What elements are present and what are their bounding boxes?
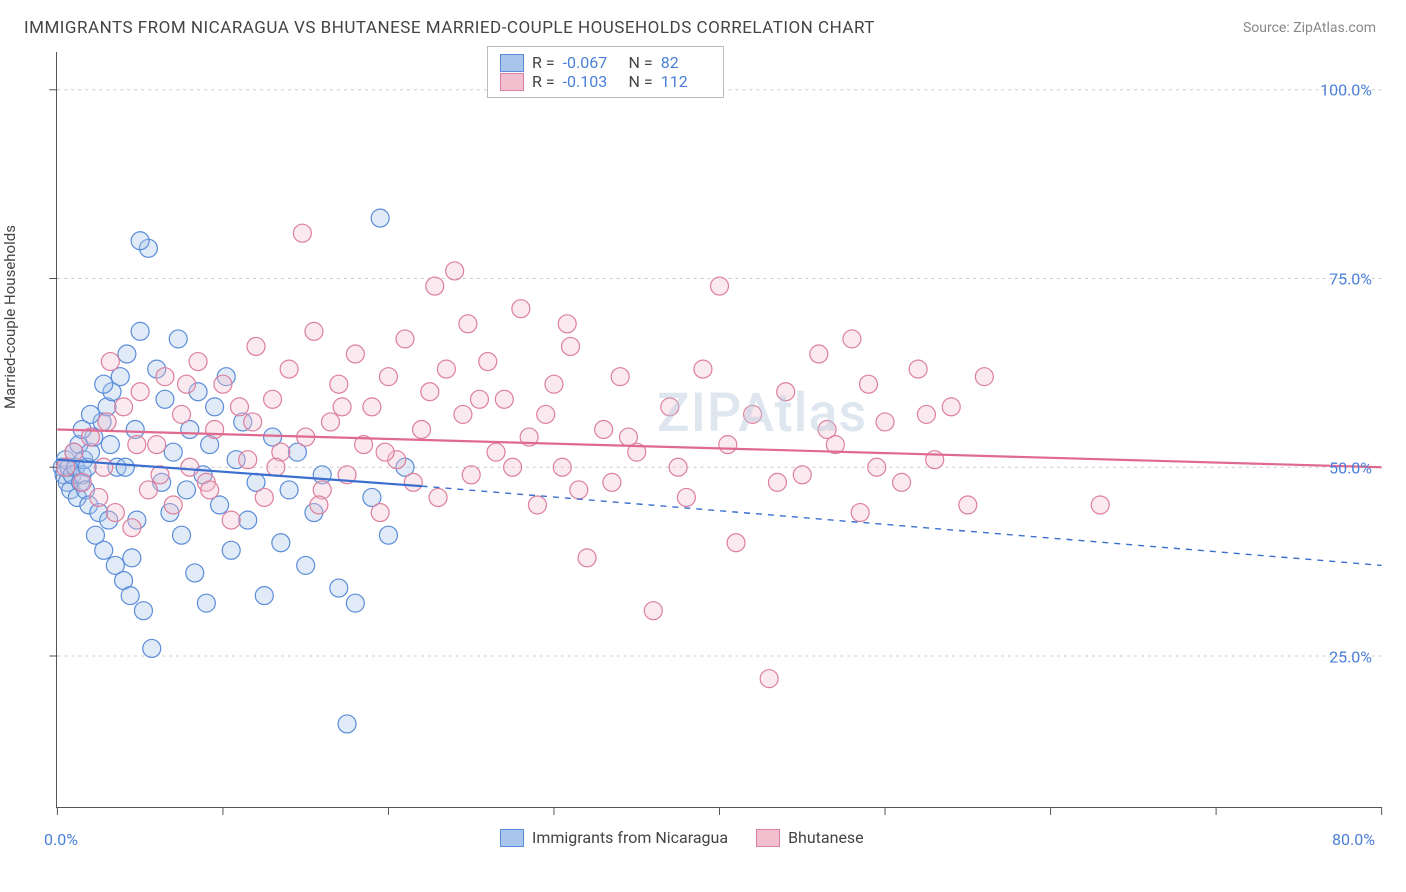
stat-r-label: R = — [532, 53, 555, 72]
legend-swatch — [500, 54, 524, 72]
source-attribution: Source: ZipAtlas.com — [1243, 20, 1376, 36]
legend-label: Bhutanese — [788, 828, 864, 847]
legend-swatch — [500, 73, 524, 91]
legend-item: Bhutanese — [756, 828, 864, 847]
chart-container: IMMIGRANTS FROM NICARAGUA VS BHUTANESE M… — [0, 0, 1406, 892]
stat-n-label: N = — [621, 53, 653, 72]
y-axis-label: Married-couple Households — [1, 225, 19, 409]
chart-frame: 25.0%50.0%75.0%100.0% ZIPAtlas R = -0.06… — [56, 52, 1382, 808]
stats-row: R = -0.067 N = 82 — [500, 53, 711, 72]
stats-row: R = -0.103 N = 112 — [500, 72, 711, 91]
y-tick-label: 100.0% — [1320, 80, 1372, 99]
chart-title: IMMIGRANTS FROM NICARAGUA VS BHUTANESE M… — [24, 18, 875, 38]
legend-swatch — [756, 829, 780, 847]
y-tick-label: 75.0% — [1329, 269, 1372, 288]
stat-r-value: -0.103 — [563, 72, 613, 91]
y-tick-label: 25.0% — [1329, 647, 1372, 666]
header: IMMIGRANTS FROM NICARAGUA VS BHUTANESE M… — [20, 18, 1386, 44]
legend-swatch — [500, 829, 524, 847]
y-tick-label: 50.0% — [1329, 458, 1372, 477]
stat-n-value: 82 — [661, 53, 711, 72]
stat-n-label: N = — [621, 72, 653, 91]
plot-svg — [57, 52, 1382, 807]
stat-r-value: -0.067 — [563, 53, 613, 72]
grid-layer — [57, 90, 1381, 656]
bottom-legend: Immigrants from Nicaragua Bhutanese — [500, 828, 864, 847]
correlation-stats-box: R = -0.067 N = 82R = -0.103 N = 112 — [487, 46, 724, 98]
legend-label: Immigrants from Nicaragua — [532, 828, 728, 847]
stat-r-label: R = — [532, 72, 555, 91]
stat-n-value: 112 — [661, 72, 711, 91]
x-axis-max-label: 80.0% — [1332, 830, 1375, 849]
legend-item: Immigrants from Nicaragua — [500, 828, 728, 847]
x-axis-min-label: 0.0% — [44, 830, 78, 849]
